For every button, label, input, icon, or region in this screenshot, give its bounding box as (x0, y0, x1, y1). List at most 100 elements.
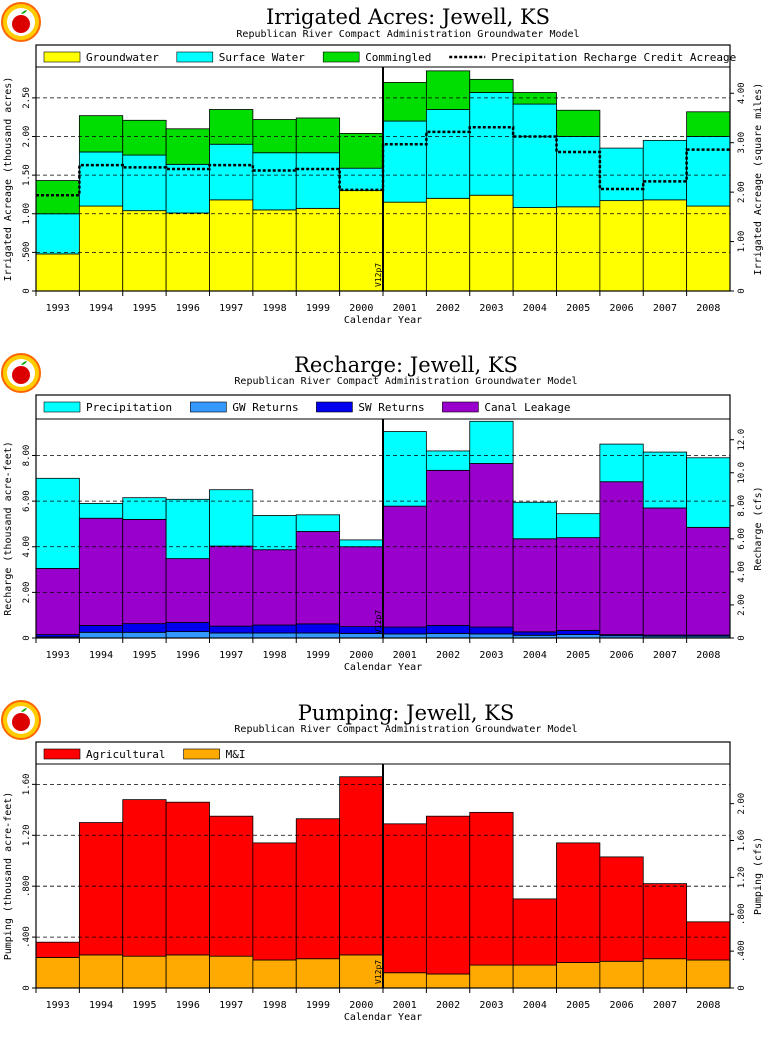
bar-segment (425, 633, 471, 639)
legend-label: Groundwater (86, 51, 159, 64)
bar-segment (252, 842, 297, 961)
x-tick-label: 1998 (263, 1000, 287, 1011)
x-tick-label: 2005 (566, 650, 590, 661)
x-tick-label: 1999 (306, 303, 330, 314)
bar-segment (165, 954, 210, 989)
legend-label: Precipitation (86, 401, 172, 414)
bar-segment (339, 167, 384, 191)
bar-segment (556, 206, 601, 292)
bar-segment (556, 109, 601, 137)
y2-tick-label: 1.20 (737, 867, 747, 889)
bar-segment (252, 209, 297, 292)
bar-segment (295, 152, 341, 209)
bar-segment (295, 623, 341, 634)
bar-segment (512, 538, 557, 633)
bar-segment (686, 111, 731, 137)
legend-swatch (43, 748, 81, 760)
bar-segment (252, 624, 297, 634)
bar-segment (165, 622, 210, 633)
y2-axis-label: Irrigated Acreage (square miles) (753, 83, 764, 276)
bar-segment (78, 822, 124, 956)
bar-segment (122, 518, 167, 625)
x-tick-label: 2006 (610, 1000, 634, 1011)
bar-segment (209, 489, 254, 547)
y-tick-label: 1.00 (22, 203, 32, 225)
y-tick-label: .800 (22, 875, 32, 897)
bar-segment (599, 200, 644, 292)
y2-tick-label: 10.0 (737, 462, 747, 484)
x-tick-label: 2001 (393, 1000, 417, 1011)
bar-segment (122, 799, 167, 957)
y2-tick-label: .400 (737, 940, 747, 962)
x-tick-label: 2008 (696, 650, 720, 661)
bar-segment (35, 180, 80, 215)
bar-segment (295, 818, 341, 960)
bar-segment (599, 481, 644, 635)
y2-axis-label: Recharge (cfs) (753, 486, 764, 570)
bar-segment (686, 959, 731, 989)
legend-swatch (43, 401, 81, 413)
y-tick-label: 0 (22, 985, 32, 990)
legend-label: Surface Water (219, 51, 305, 64)
bar-segment (209, 545, 254, 627)
x-tick-label: 2006 (610, 650, 634, 661)
bar-segment (469, 194, 514, 292)
bar-segment (122, 154, 167, 212)
x-tick-label: 2004 (523, 303, 547, 314)
x-axis-label: Calendar Year (344, 1012, 422, 1023)
chart-title: Irrigated Acres: Jewell, KS (266, 5, 550, 29)
bar-segment (382, 633, 427, 639)
x-tick-label: 1998 (263, 650, 287, 661)
bar-segment (35, 568, 80, 635)
bar-segment (295, 632, 341, 639)
legend-label: SW Returns (358, 401, 424, 414)
bar-segment (599, 147, 644, 202)
bar-segment (339, 546, 384, 627)
bar-segment (209, 632, 254, 639)
bar-segment (35, 941, 80, 958)
x-tick-label: 2001 (393, 303, 417, 314)
x-tick-label: 2005 (566, 1000, 590, 1011)
y-tick-label: .500 (22, 242, 32, 264)
y-axis-label: Irrigated Acreage (thousand acres) (3, 77, 14, 282)
x-tick-label: 2002 (436, 1000, 460, 1011)
bar-segment (122, 119, 167, 156)
bar-segment (425, 197, 471, 292)
x-tick-label: 2000 (349, 303, 373, 314)
bar-segment (295, 958, 341, 989)
x-tick-label: 2007 (653, 1000, 677, 1011)
bar-segment (382, 120, 427, 203)
bar-segment (556, 962, 601, 989)
legend-label: Canal Leakage (484, 401, 570, 414)
legend-swatch (176, 51, 214, 63)
bar-segment (35, 213, 80, 255)
y2-tick-label: .800 (737, 903, 747, 925)
bar-segment (35, 477, 80, 569)
bar-segment (686, 921, 731, 961)
x-tick-label: 2003 (479, 650, 503, 661)
y2-tick-label: 4.00 (737, 82, 747, 104)
bar-segment (78, 503, 124, 519)
bar-segment (382, 431, 427, 507)
y2-tick-label: 6.00 (737, 528, 747, 550)
bar-segment (642, 139, 688, 201)
y2-tick-label: 8.00 (737, 495, 747, 517)
bar-segment (122, 623, 167, 633)
bar-segment (35, 253, 80, 292)
y2-tick-label: 2.00 (737, 793, 747, 815)
bar-segment (686, 526, 731, 636)
bar-segment (252, 632, 297, 639)
y-tick-label: 0 (22, 635, 32, 640)
bar-segment (295, 117, 341, 154)
bar-segment (165, 128, 210, 165)
y2-tick-label: 2.00 (737, 594, 747, 616)
bar-segment (78, 625, 124, 633)
bar-segment (686, 136, 731, 207)
recharge-chart-svg: Recharge: Jewell, KS Republican River Co… (1, 353, 764, 673)
bar-segment (122, 210, 167, 292)
bar-segment (425, 815, 471, 975)
y-tick-label: 0 (22, 288, 32, 293)
x-tick-label: 1994 (89, 303, 113, 314)
bar-segment (512, 898, 557, 966)
bar-segment (78, 151, 124, 207)
